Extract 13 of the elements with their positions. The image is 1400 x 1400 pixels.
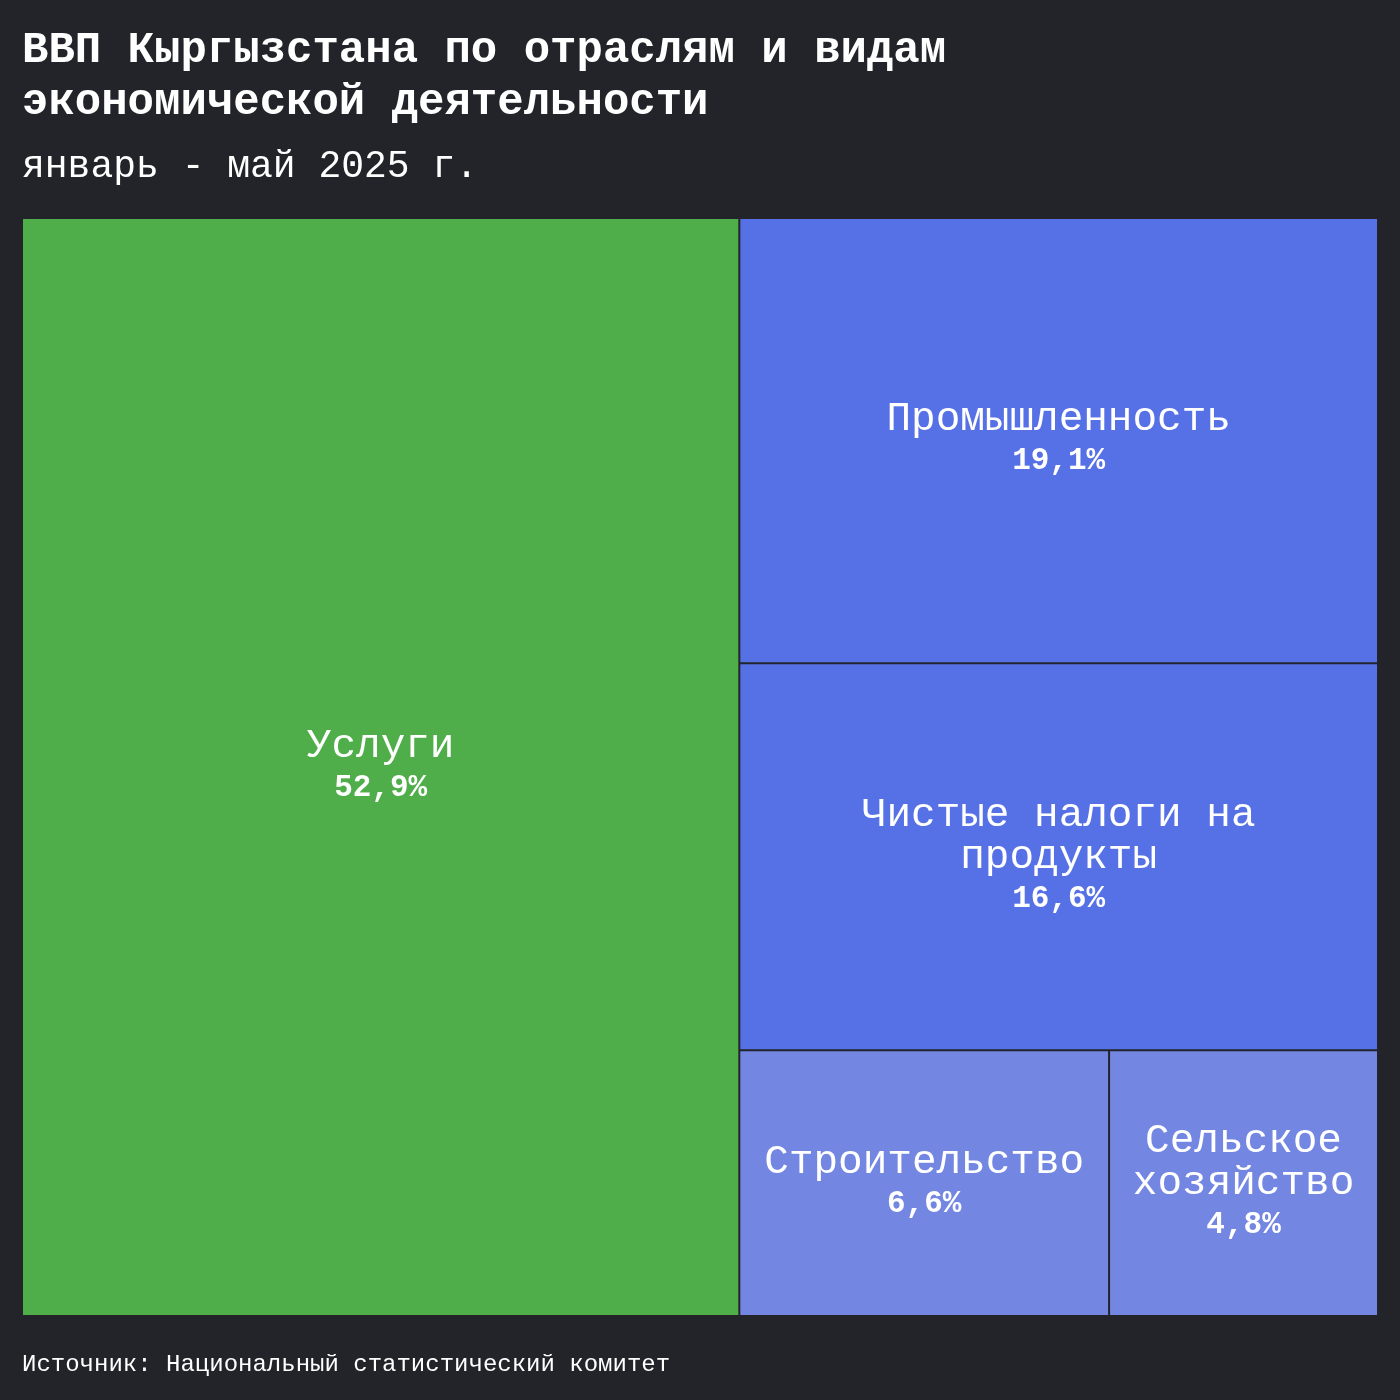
data-label: 19,1% (1012, 443, 1106, 479)
text: январь - май 2025 г. (22, 144, 479, 190)
text: ВВП Кыргызстана по отраслям и видам экономической деятельности (22, 24, 948, 128)
category-label: Промышленность (886, 396, 1231, 443)
data-label: 6,6% (886, 1185, 962, 1221)
category-label: Строительство (764, 1138, 1085, 1185)
category-label: Чистые налоги на продукты (861, 791, 1256, 880)
category-label: Услуги (306, 722, 455, 769)
category-label: Сельское хозяйство (1132, 1117, 1355, 1206)
data-label: 52,9% (334, 769, 428, 805)
text: Источник: Национальный статистический комитет (22, 1350, 671, 1380)
data-label: 4,8% (1206, 1206, 1282, 1242)
data-label: 16,6% (1012, 880, 1106, 916)
